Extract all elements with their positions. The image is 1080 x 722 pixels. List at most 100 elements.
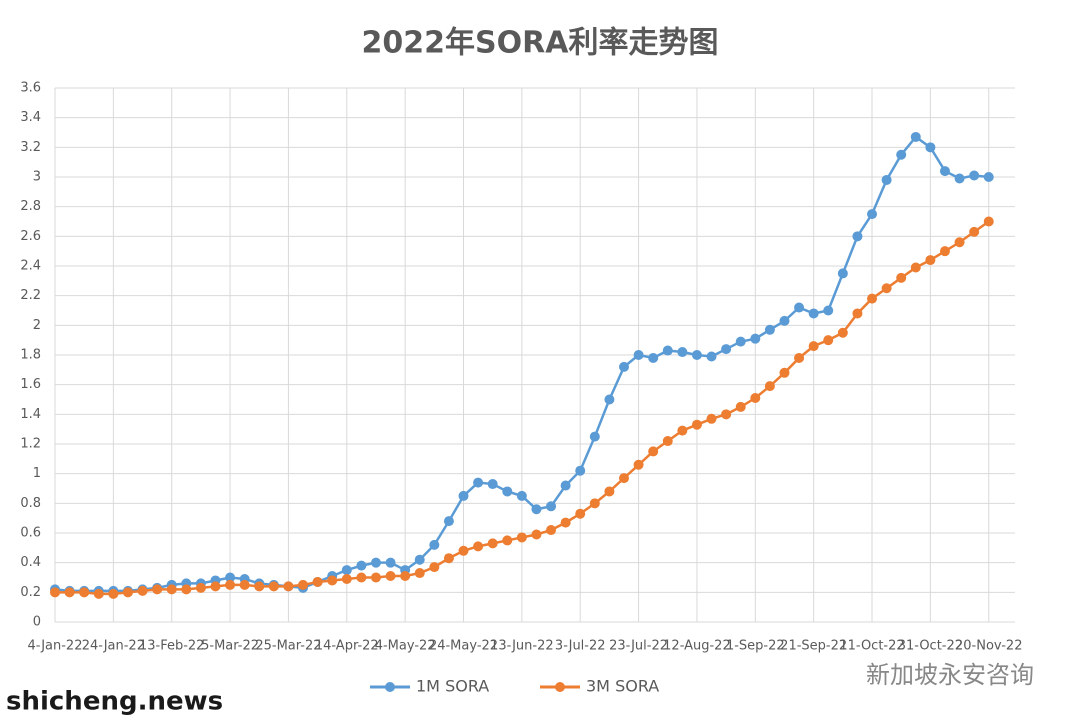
legend-label: 1M SORA <box>416 677 489 696</box>
point <box>648 446 659 457</box>
point <box>502 486 513 497</box>
y-tick-label: 3.6 <box>20 81 41 96</box>
point <box>225 579 236 590</box>
x-tick-label: 1-Sep-22 <box>726 639 785 654</box>
point <box>794 302 805 313</box>
point <box>429 562 440 573</box>
point <box>312 576 323 587</box>
point <box>808 308 819 319</box>
point <box>443 516 454 527</box>
point <box>677 347 688 358</box>
x-tick-label: 21-Sep-22 <box>780 639 847 654</box>
point <box>764 324 775 335</box>
point <box>225 572 236 583</box>
x-tick-label: 14-Apr-22 <box>315 639 379 654</box>
point <box>210 581 221 592</box>
point <box>487 538 498 549</box>
point <box>268 581 279 592</box>
point <box>677 425 688 436</box>
point <box>122 587 133 598</box>
point <box>896 149 907 160</box>
chart-title: 2022年SORA利率走势图 <box>362 26 719 61</box>
point <box>473 541 484 552</box>
point <box>546 501 557 512</box>
point <box>618 473 629 484</box>
x-tick-label: 23-Jul-22 <box>609 639 668 654</box>
point <box>589 431 600 442</box>
point <box>779 367 790 378</box>
point <box>356 560 367 571</box>
legend-swatch <box>385 682 395 692</box>
point <box>443 553 454 564</box>
point <box>546 525 557 536</box>
point <box>691 350 702 360</box>
point <box>414 568 425 579</box>
point <box>604 486 615 497</box>
y-tick-label: 0.6 <box>20 526 41 541</box>
y-tick-label: 0.4 <box>20 555 41 570</box>
point <box>867 209 878 220</box>
y-tick-label: 0.8 <box>20 496 41 511</box>
point <box>633 350 644 360</box>
point <box>764 381 775 392</box>
point <box>867 293 878 304</box>
point <box>254 581 265 592</box>
y-tick-label: 2.4 <box>20 259 41 274</box>
point <box>662 436 673 447</box>
point <box>473 477 484 488</box>
point <box>195 582 206 593</box>
point <box>954 237 965 248</box>
y-tick-label: 0.2 <box>20 585 41 600</box>
point <box>575 465 586 476</box>
point <box>648 352 659 363</box>
point <box>502 535 513 546</box>
point <box>750 333 761 344</box>
point <box>108 588 119 599</box>
point <box>881 174 892 185</box>
point <box>808 341 819 352</box>
x-tick-label: 24-May-22 <box>429 639 498 654</box>
point <box>662 345 673 356</box>
point <box>487 479 498 490</box>
point <box>779 315 790 326</box>
x-tick-label: 13-Feb-22 <box>139 639 204 654</box>
x-tick-label: 31-Oct-22 <box>898 639 963 654</box>
y-tick-label: 2 <box>33 318 41 333</box>
y-tick-label: 1.8 <box>20 348 41 363</box>
point <box>735 336 746 347</box>
x-tick-label: 4-May-22 <box>375 639 436 654</box>
point <box>925 142 936 153</box>
point <box>706 351 717 362</box>
point <box>925 255 936 266</box>
point <box>414 554 425 565</box>
y-tick-label: 2.8 <box>20 199 41 214</box>
y-tick-label: 3.2 <box>20 140 41 155</box>
point <box>954 173 965 184</box>
point <box>298 579 309 590</box>
point <box>735 401 746 412</box>
x-tick-label: 20-Nov-22 <box>955 639 1023 654</box>
point <box>575 508 586 519</box>
point <box>560 480 571 491</box>
x-tick-label: 12-Aug-22 <box>663 639 731 654</box>
x-tick-label: 25-Mar-22 <box>255 639 321 654</box>
point <box>939 166 950 177</box>
point <box>633 459 644 470</box>
point <box>283 581 294 592</box>
y-tick-label: 0 <box>33 615 41 630</box>
x-tick-label: 4-Jan-22 <box>28 639 83 654</box>
point <box>429 539 440 550</box>
point <box>910 262 921 273</box>
point <box>823 335 834 346</box>
legend-swatch <box>555 682 565 692</box>
point <box>356 572 367 583</box>
point <box>837 268 848 279</box>
point <box>939 246 950 257</box>
point <box>721 409 732 420</box>
point <box>604 394 615 405</box>
point <box>239 579 250 590</box>
point <box>385 571 396 582</box>
point <box>910 131 921 142</box>
